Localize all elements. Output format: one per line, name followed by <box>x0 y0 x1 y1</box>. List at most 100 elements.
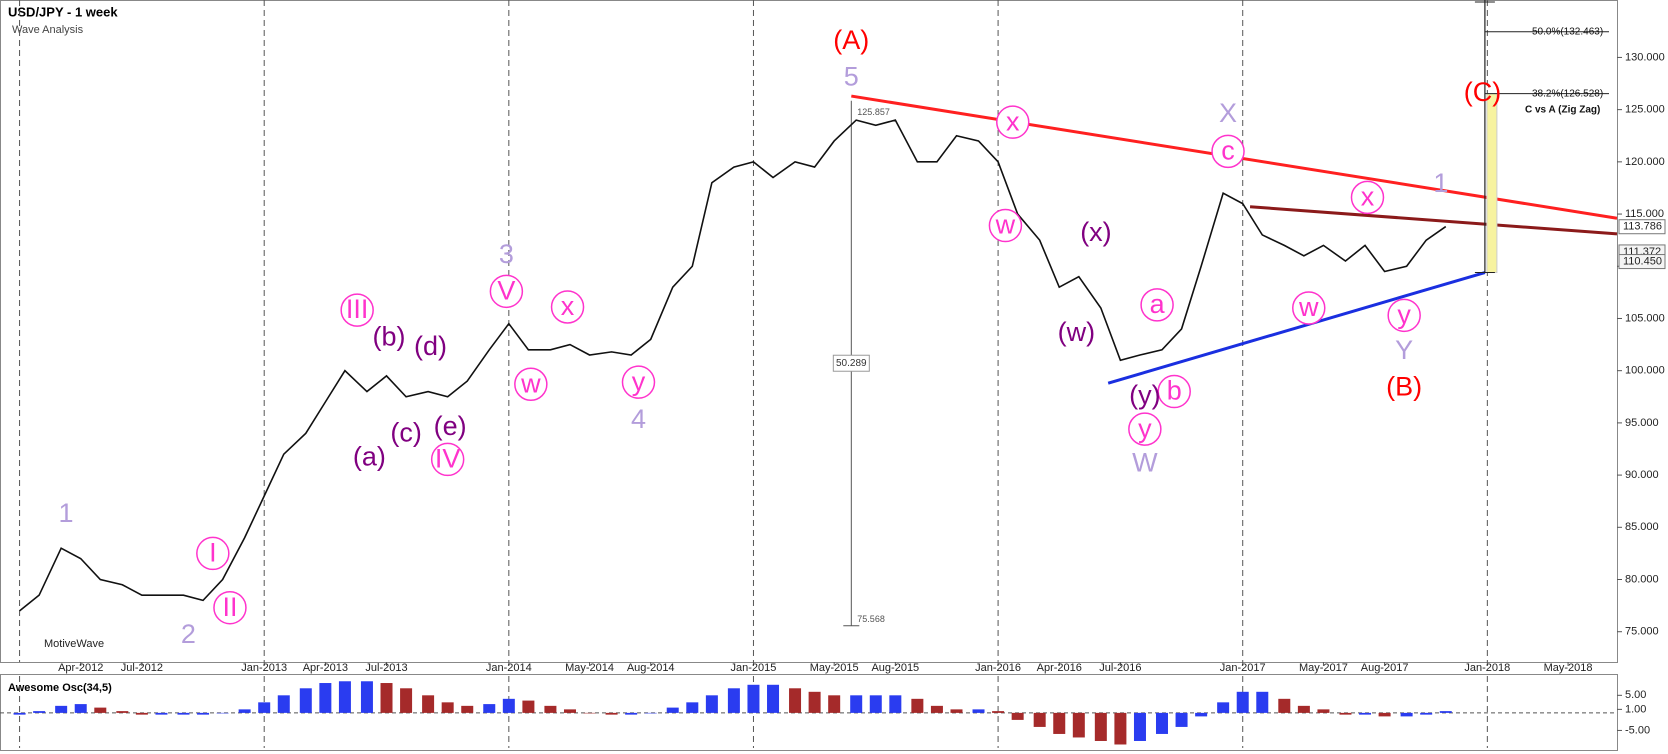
x-tick-label: Jul-2012 <box>121 662 163 674</box>
oscillator-bar <box>1256 691 1269 713</box>
trend-line <box>1249 205 1618 236</box>
oscillator-bar <box>789 688 802 713</box>
oscillator-bar <box>911 698 924 713</box>
x-tick-label: Apr-2012 <box>58 662 103 674</box>
x-tick-label: May-2015 <box>810 662 859 674</box>
measure-high: 125.857 <box>857 107 890 117</box>
wave-label: IV <box>435 444 461 474</box>
x-tick-label: May-2018 <box>1544 662 1593 674</box>
oscillator-bar <box>972 709 985 713</box>
y-tick-label: 1.00 <box>1625 703 1646 715</box>
wave-label: a <box>1150 289 1166 319</box>
oscillator-bar <box>1439 711 1452 713</box>
wave-circle <box>988 208 1023 243</box>
wave-label: b <box>1167 376 1182 406</box>
measure-low: 75.568 <box>857 614 885 624</box>
wave-label: (y) <box>1129 380 1160 410</box>
wave-label: 5 <box>844 61 859 91</box>
y-tick-label: 125.000 <box>1625 104 1665 116</box>
x-tick-label: Jan-2017 <box>1220 662 1266 674</box>
wave-circle <box>489 274 524 309</box>
oscillator-bar <box>1378 712 1391 717</box>
x-tick-label: May-2017 <box>1299 662 1348 674</box>
wave-label: (x) <box>1080 217 1111 247</box>
oscillator-bar <box>522 700 535 713</box>
oscillator-bar <box>544 705 557 713</box>
wave-label: I <box>209 538 217 568</box>
oscillator-bar <box>1033 712 1046 727</box>
oscillator-bar <box>238 709 251 713</box>
wave-circle <box>550 290 585 324</box>
x-tick-label: Jan-2016 <box>975 662 1021 674</box>
oscillator-bar <box>1195 712 1208 717</box>
oscillator-bar <box>930 705 943 713</box>
wave-label: (w) <box>1058 317 1095 347</box>
wave-label: (B) <box>1386 372 1422 402</box>
oscillator-bar <box>33 711 46 713</box>
oscillator-bar <box>74 704 87 713</box>
x-tick-label: Aug-2017 <box>1361 662 1409 674</box>
oscillator-bar <box>1072 712 1085 738</box>
trend-line <box>1107 271 1486 385</box>
oscillator-bar <box>216 712 229 714</box>
oscillator-bar <box>258 702 271 713</box>
x-tick-label: Aug-2014 <box>627 662 675 674</box>
wave-circle <box>996 105 1030 139</box>
x-tick-label: Jan-2014 <box>486 662 532 674</box>
wave-label: (e) <box>434 411 467 441</box>
oscillator-bar <box>992 711 1005 713</box>
oscillator-bar <box>666 707 679 713</box>
oscillator-bar <box>13 712 26 715</box>
wave-label: x <box>561 291 575 321</box>
oscillator-bar <box>1114 712 1127 745</box>
x-tick-label: Apr-2013 <box>303 662 348 674</box>
wave-circle <box>1128 412 1162 446</box>
oscillator-bar <box>461 705 474 713</box>
wave-label: 4 <box>631 404 646 434</box>
oscillator-bar <box>563 709 576 713</box>
oscillator-bar <box>686 702 699 713</box>
oscillator-bar <box>1094 712 1107 741</box>
oscillator-bar <box>950 709 963 713</box>
x-tick-label: Jul-2016 <box>1099 662 1141 674</box>
wave-circle <box>514 367 548 402</box>
oscillator-bar <box>1011 712 1024 720</box>
chart-subtitle: Wave Analysis <box>12 24 84 36</box>
oscillator-bar <box>94 707 107 713</box>
oscillator-bar <box>1236 691 1249 713</box>
wave-label: W <box>1132 448 1158 478</box>
y-tick-label: 100.000 <box>1625 365 1665 377</box>
measure-range: 50.289 <box>836 358 867 369</box>
oscillator-bar <box>1420 712 1433 715</box>
oscillator-bar <box>808 691 821 713</box>
price-tag <box>1618 219 1666 235</box>
wave-circle <box>1211 134 1245 169</box>
y-tick-label: 130.000 <box>1625 51 1665 63</box>
y-tick-label: 95.000 <box>1625 417 1659 429</box>
fib-label: 50.0%(132.463) <box>1532 26 1603 37</box>
wave-label: c <box>1221 136 1235 166</box>
wave-circle <box>621 365 656 399</box>
y-tick-label: 75.000 <box>1625 626 1659 638</box>
wave-label: Y <box>1395 335 1413 365</box>
oscillator-bar <box>1133 712 1146 741</box>
measure-box <box>832 354 870 372</box>
oscillator-bar <box>1155 712 1168 734</box>
oscillator-bar <box>338 681 351 713</box>
wave-circle <box>1157 374 1191 409</box>
oscillator-bar <box>889 695 902 713</box>
oscillator-bar <box>177 712 190 715</box>
x-tick-label: Apr-2016 <box>1037 662 1082 674</box>
x-tick-label: Jan-2013 <box>241 662 287 674</box>
wave-label: w <box>1298 292 1319 322</box>
wave-circle <box>1387 298 1421 333</box>
wave-circle <box>340 293 374 327</box>
wave-label: x <box>1361 181 1375 211</box>
y-tick-label: 80.000 <box>1625 573 1659 585</box>
watermark: MotiveWave <box>44 638 104 650</box>
fib-title: C vs A (Zig Zag) <box>1525 104 1600 115</box>
oscillator-bar <box>380 683 393 713</box>
oscillator-bar <box>1217 702 1230 713</box>
price-tag <box>1618 254 1666 270</box>
